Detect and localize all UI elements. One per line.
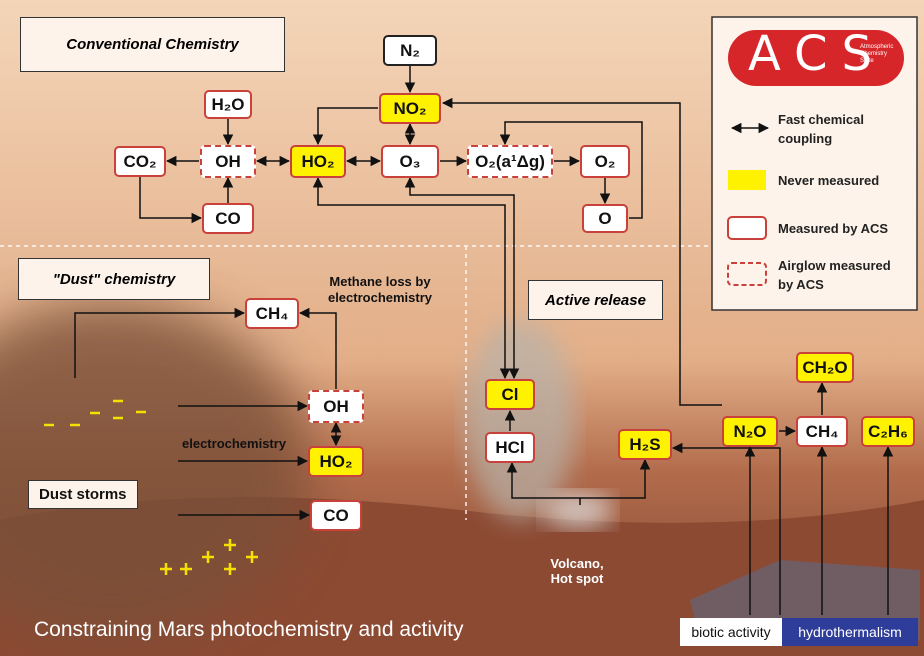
node: HO₂ (308, 446, 364, 477)
arrow (580, 458, 651, 499)
arrow (671, 442, 781, 615)
annotation: Dust storms (28, 480, 138, 509)
node: NO₂ (379, 93, 441, 124)
node: OH (200, 145, 256, 178)
arrow (74, 307, 246, 378)
arrow (139, 177, 203, 224)
node: CO (310, 500, 362, 531)
legend-solid (727, 216, 767, 240)
legend-label: Airglow measured by ACS (778, 258, 891, 292)
logo: ACS (748, 26, 886, 82)
dust-storm (0, 300, 310, 640)
node: CH₄ (245, 298, 299, 329)
arrow (298, 307, 337, 389)
annotation: Volcano, Hot spot (550, 556, 604, 586)
arrow (499, 121, 643, 219)
section-title: Active release (528, 280, 663, 320)
legend-label: Fast chemical coupling (778, 112, 864, 146)
node: OH (308, 390, 364, 423)
tag: biotic activity (691, 624, 771, 640)
legend-label: Measured by ACS (778, 221, 889, 236)
section-title: Conventional Chemistry (20, 17, 285, 72)
arrow (506, 461, 581, 505)
legend-dashed (727, 262, 767, 286)
arrow (404, 176, 520, 380)
node: Cl (485, 379, 535, 410)
tag-box (782, 618, 918, 646)
legend-yellow (728, 170, 766, 190)
node: H₂O (204, 90, 252, 119)
arrow (441, 97, 722, 406)
node: HCl (485, 432, 535, 463)
logo-subtitle: Atmospheric Chemistry Suite (860, 44, 894, 64)
node: CO₂ (114, 146, 166, 177)
node: HO₂ (290, 145, 346, 178)
tag: hydrothermalism (798, 624, 902, 640)
plus-signs (160, 539, 258, 575)
node: CO (202, 203, 254, 234)
tag-box (680, 618, 782, 646)
volcano-plume (465, 320, 575, 520)
node: N₂O (722, 416, 778, 447)
node: C₂H₆ (861, 416, 915, 447)
node: CH₄ (796, 416, 848, 447)
legend-label: Never measured (778, 173, 880, 188)
annotation: Methane loss by electrochemistry (327, 274, 433, 305)
hot-spot (543, 492, 613, 528)
arrow (312, 107, 378, 146)
node: O₂ (580, 145, 630, 178)
node: H₂S (618, 429, 672, 460)
node: N₂ (383, 35, 437, 66)
caption: Constraining Mars photochemistry and act… (34, 618, 464, 641)
node: O₃ (381, 145, 439, 178)
node: O₂(a¹Δg) (467, 145, 553, 178)
logo-pill (728, 30, 904, 86)
annotation: electrochemistry (182, 436, 287, 451)
node: O (582, 204, 628, 233)
section-title: "Dust" chemistry (18, 258, 210, 300)
node: CH₂O (796, 352, 854, 383)
